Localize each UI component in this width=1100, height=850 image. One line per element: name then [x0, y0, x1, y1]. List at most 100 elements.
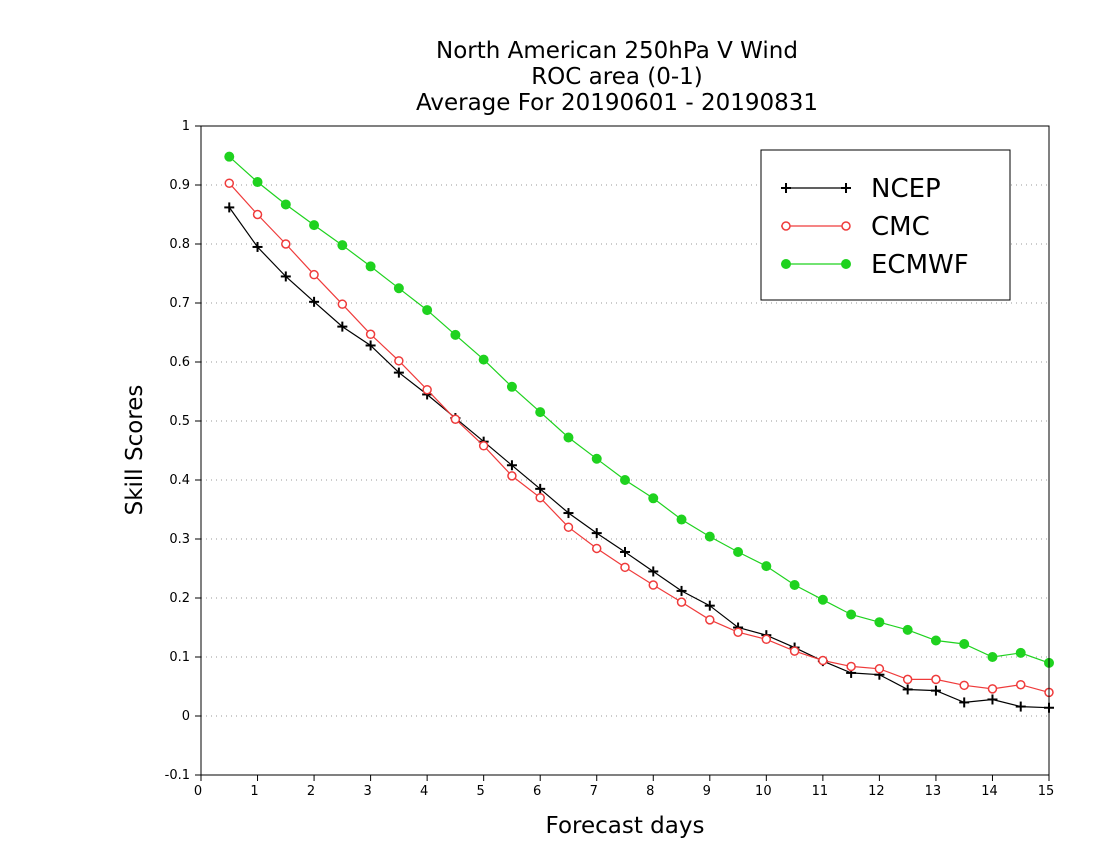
point-ecmwf: [535, 407, 546, 418]
point-ncep: [252, 241, 263, 252]
point-ncep: [563, 508, 574, 519]
point-cmc: [789, 646, 800, 656]
y-tick-label: 0.6: [169, 355, 190, 370]
point-ncep: [987, 694, 998, 705]
plot-area-frame: [200, 125, 1050, 776]
point-cmc: [874, 664, 885, 674]
legend-label-ncep: NCEP: [871, 174, 941, 204]
point-ecmwf: [591, 453, 602, 464]
chart-title-line-1: North American 250hPa V Wind: [436, 38, 798, 64]
y-tick-label: 0.3: [169, 532, 190, 547]
point-cmc: [394, 356, 404, 366]
point-ecmwf: [252, 177, 263, 188]
point-ncep: [224, 202, 235, 213]
point-ecmwf: [478, 354, 489, 365]
point-ecmwf: [959, 639, 970, 650]
point-ncep: [591, 528, 602, 539]
point-ecmwf: [704, 531, 715, 542]
x-tick-label: 2: [307, 784, 315, 799]
y-tick-label: 0.9: [169, 178, 190, 193]
legend-marker-ncep: [841, 183, 851, 193]
point-cmc: [535, 492, 545, 503]
legend-label-cmc: CMC: [871, 212, 930, 242]
point-ncep: [280, 271, 291, 282]
point-ecmwf: [506, 381, 517, 392]
x-tick-label: 13: [925, 784, 942, 799]
legend-item-cmc: CMC: [781, 212, 930, 242]
point-ncep: [535, 483, 546, 494]
x-tick-label: 15: [1038, 784, 1055, 799]
point-ecmwf: [930, 635, 941, 646]
chart-title-line-3: Average For 20190601 - 20190831: [416, 90, 818, 116]
point-ecmwf: [620, 475, 630, 485]
point-ncep: [506, 460, 517, 471]
point-cmc: [478, 441, 489, 451]
point-ncep: [930, 685, 941, 696]
point-cmc: [507, 471, 517, 481]
legend-marker-cmc: [781, 221, 791, 231]
point-cmc: [422, 384, 432, 395]
x-tick-label: 8: [646, 784, 654, 799]
point-cmc: [563, 522, 574, 532]
x-tick-label: 12: [868, 784, 885, 799]
point-ncep: [959, 697, 970, 708]
x-tick-label: 9: [703, 784, 711, 799]
point-ecmwf: [648, 493, 659, 504]
y-tick-label: 0.4: [169, 473, 190, 488]
point-cmc: [987, 684, 998, 694]
x-tick-label: 10: [755, 784, 772, 799]
point-ecmwf: [761, 561, 772, 572]
point-cmc: [365, 329, 376, 340]
point-cmc: [252, 209, 263, 220]
point-ecmwf: [789, 580, 800, 591]
y-tick-label: 0.5: [169, 414, 190, 429]
point-ecmwf: [563, 432, 574, 443]
x-tick-label: 4: [420, 784, 428, 799]
point-cmc: [705, 615, 715, 625]
y-tick-label: -0.1: [165, 768, 190, 783]
y-tick-label: 0.7: [169, 296, 190, 311]
point-cmc: [959, 680, 969, 691]
x-tick-label: 0: [194, 784, 202, 799]
point-cmc: [591, 543, 602, 554]
point-ecmwf: [874, 617, 885, 628]
point-cmc: [224, 178, 235, 188]
point-ncep: [704, 600, 715, 611]
point-ecmwf: [846, 609, 857, 620]
point-ecmwf: [450, 329, 461, 340]
point-ecmwf: [365, 261, 376, 272]
point-ecmwf: [1015, 647, 1026, 658]
x-tick-label: 3: [363, 784, 371, 799]
legend-marker-ecmwf: [781, 259, 791, 269]
legend-box: [760, 149, 1011, 301]
legend: NCEP CMC ECMWF: [760, 149, 1011, 301]
point-cmc: [1015, 679, 1026, 690]
point-cmc: [337, 299, 348, 309]
point-ncep: [648, 566, 659, 577]
y-tick-label: 0.1: [169, 650, 190, 665]
point-cmc: [931, 674, 941, 685]
chart-title-line-2: ROC area (0-1): [531, 64, 703, 90]
point-ecmwf: [422, 305, 433, 316]
point-cmc: [818, 655, 828, 666]
point-cmc: [648, 580, 659, 590]
point-ecmwf: [393, 283, 404, 294]
point-ncep: [902, 684, 913, 695]
point-ecmwf: [676, 514, 687, 525]
x-tick-label: 1: [250, 784, 258, 799]
legend-label-ecmwf: ECMWF: [871, 250, 969, 280]
point-cmc: [309, 269, 319, 280]
point-ncep: [1015, 701, 1026, 712]
point-ncep: [365, 340, 376, 351]
x-tick-label: 14: [981, 784, 998, 799]
point-cmc: [846, 661, 856, 672]
series-cmc: [224, 178, 1054, 698]
point-cmc: [676, 597, 687, 607]
y-tick-label: 0.8: [169, 237, 190, 252]
x-tick-label: 7: [590, 784, 598, 799]
point-ecmwf: [337, 240, 348, 251]
legend-marker-cmc: [841, 221, 851, 231]
point-ncep: [337, 321, 348, 332]
point-ncep: [620, 546, 630, 557]
